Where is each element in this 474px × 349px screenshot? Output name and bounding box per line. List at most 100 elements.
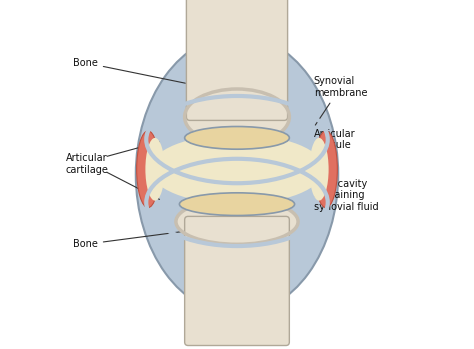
Point	[234, 109, 241, 114]
Point	[239, 227, 247, 233]
Point	[262, 216, 270, 222]
Point	[205, 242, 213, 247]
Point	[197, 119, 204, 125]
Point	[243, 210, 250, 215]
Point	[231, 223, 238, 229]
Point	[262, 121, 269, 127]
Point	[222, 204, 229, 209]
Point	[219, 211, 227, 217]
Point	[238, 221, 246, 227]
Point	[245, 223, 252, 228]
Point	[240, 234, 247, 240]
Ellipse shape	[185, 89, 289, 145]
Point	[237, 91, 244, 96]
Point	[230, 231, 238, 237]
Point	[263, 109, 271, 115]
Text: Synovial
membrane: Synovial membrane	[314, 76, 367, 125]
Point	[241, 239, 249, 245]
Point	[250, 122, 257, 127]
Point	[265, 212, 273, 217]
Point	[228, 99, 236, 105]
Point	[230, 120, 237, 125]
Point	[233, 109, 241, 114]
Point	[231, 232, 238, 237]
Text: Articular
capsule: Articular capsule	[314, 129, 356, 158]
Point	[194, 101, 202, 106]
Point	[240, 84, 248, 89]
Point	[253, 225, 261, 230]
Point	[197, 109, 204, 114]
Point	[245, 238, 253, 244]
Point	[230, 70, 238, 75]
Point	[231, 102, 238, 107]
Point	[248, 79, 255, 84]
Point	[253, 131, 260, 136]
Point	[243, 98, 251, 104]
Point	[235, 102, 243, 108]
Point	[221, 206, 228, 211]
Point	[224, 224, 232, 229]
Point	[215, 220, 223, 225]
Point	[236, 233, 244, 238]
Point	[235, 103, 243, 108]
Point	[219, 238, 226, 244]
Point	[226, 227, 233, 232]
Point	[195, 107, 202, 112]
Point	[220, 79, 228, 85]
Point	[240, 236, 247, 242]
Point	[230, 98, 237, 104]
Point	[237, 98, 245, 103]
Point	[219, 74, 226, 80]
Point	[267, 105, 274, 111]
Point	[233, 228, 241, 233]
Point	[236, 135, 243, 141]
Point	[202, 103, 210, 108]
Point	[237, 229, 244, 235]
Point	[228, 233, 236, 239]
Point	[235, 104, 243, 110]
Point	[236, 224, 244, 230]
Point	[205, 241, 212, 246]
Point	[235, 104, 243, 110]
Point	[237, 99, 245, 104]
Point	[232, 231, 240, 237]
Point	[194, 228, 202, 233]
Point	[255, 73, 263, 79]
Point	[232, 228, 240, 233]
Point	[198, 81, 206, 87]
Point	[225, 135, 233, 140]
Point	[234, 102, 241, 107]
Point	[255, 75, 263, 81]
Point	[234, 231, 241, 237]
Point	[246, 228, 253, 233]
Point	[239, 228, 247, 234]
Ellipse shape	[146, 138, 164, 201]
Point	[242, 111, 249, 117]
Point	[255, 230, 263, 235]
Point	[260, 207, 268, 212]
Point	[198, 95, 206, 101]
Point	[229, 122, 237, 128]
Ellipse shape	[137, 131, 159, 208]
Point	[276, 230, 283, 236]
Point	[232, 97, 239, 103]
Point	[231, 80, 238, 86]
Point	[223, 219, 231, 225]
Point	[211, 221, 219, 227]
Point	[239, 227, 247, 233]
Point	[264, 90, 272, 96]
Ellipse shape	[310, 138, 328, 201]
Point	[256, 123, 264, 129]
Point	[257, 78, 265, 84]
Point	[238, 92, 246, 98]
Point	[255, 206, 263, 211]
Point	[236, 111, 244, 117]
Point	[242, 250, 250, 255]
Point	[199, 218, 207, 224]
Ellipse shape	[150, 134, 324, 204]
Point	[274, 232, 282, 238]
Point	[215, 224, 223, 230]
Point	[237, 113, 245, 119]
Point	[277, 218, 284, 224]
Point	[244, 202, 251, 208]
